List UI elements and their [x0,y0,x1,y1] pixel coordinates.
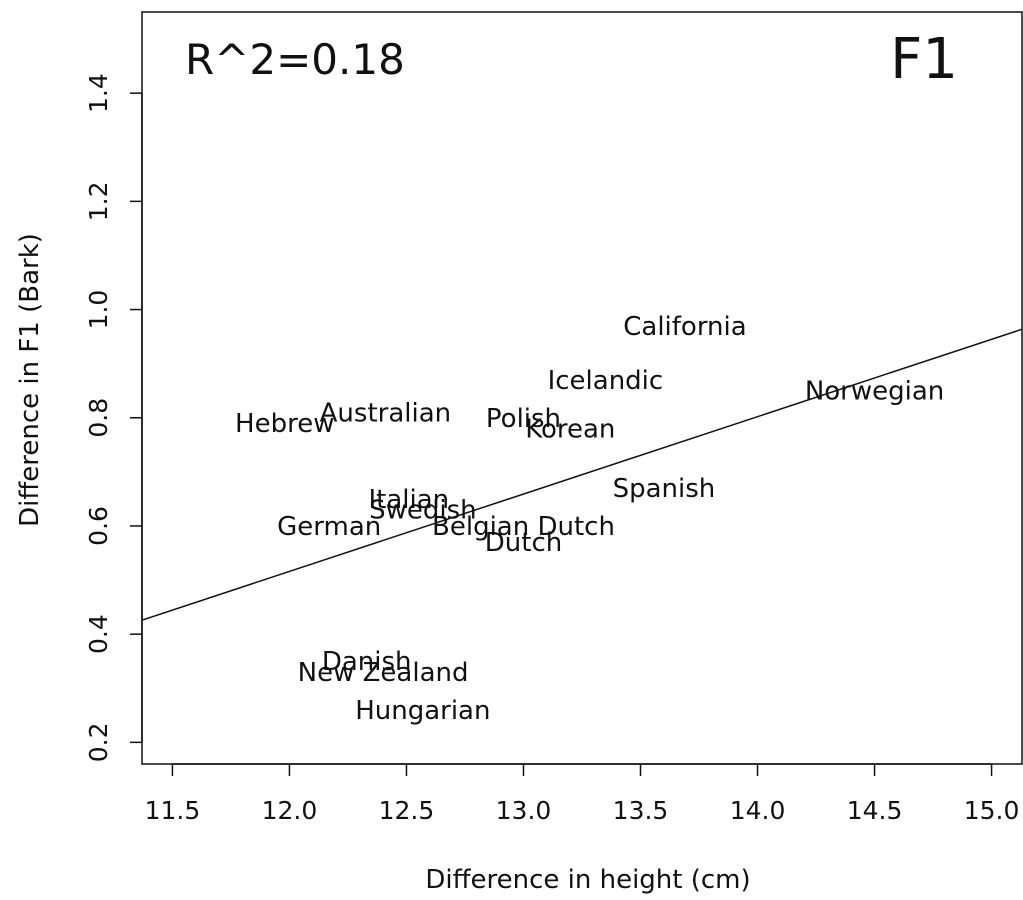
regression-line [142,328,1022,621]
x-tick-label: 14.0 [730,796,786,825]
point-label: Polish [486,404,561,434]
point-label: Italian [368,485,449,515]
x-tick-label: 12.0 [262,796,318,825]
point-label: Spanish [613,474,716,504]
y-tick-label: 0.8 [84,398,113,438]
x-tick-label: 12.5 [379,796,435,825]
panel-label: F1 [890,27,958,92]
point-label: New Zealand [298,658,469,688]
point-label: Danish [322,647,412,677]
point-label: Dutch [485,528,562,558]
y-tick-label: 1.2 [84,181,113,221]
plot-area: California Icelandic Norwegian AustralianHe… [142,312,1022,726]
point-label: Australian [320,398,452,428]
point-label: Hebrew [235,409,334,439]
point-label: Hungarian [355,696,490,726]
x-tick-label: 13.5 [613,796,669,825]
r-squared-annotation: R^2=0.18 [185,35,405,84]
point-label: Korean [525,415,615,445]
y-tick-label: 1.4 [84,73,113,113]
y-tick-label: 0.4 [84,614,113,654]
y-tick-label: 1.0 [84,290,113,330]
x-tick-label: 13.0 [496,796,552,825]
point-label: Icelandic [548,366,664,396]
y-axis: 0.2 0.4 0.6 0.8 1.0 1.2 1.4 [84,73,143,762]
point-label: California [623,312,746,342]
point-label: German [277,512,381,542]
point-label: Norwegian [805,377,944,407]
y-tick-label: 0.2 [84,722,113,762]
x-axis-title: Difference in height (cm) [425,865,750,895]
y-tick-label: 0.6 [84,506,113,546]
x-tick-label: 11.5 [145,796,201,825]
x-tick-label: 14.5 [847,796,903,825]
x-axis: 11.5 12.0 12.5 13.0 13.5 14.0 14.5 15.0 [145,763,1020,825]
point-label: Swedish [369,496,477,526]
x-tick-label: 15.0 [964,796,1020,825]
y-axis-title: Difference in F1 (Bark) [15,233,45,527]
point-label: Belgian Dutch [432,512,615,542]
